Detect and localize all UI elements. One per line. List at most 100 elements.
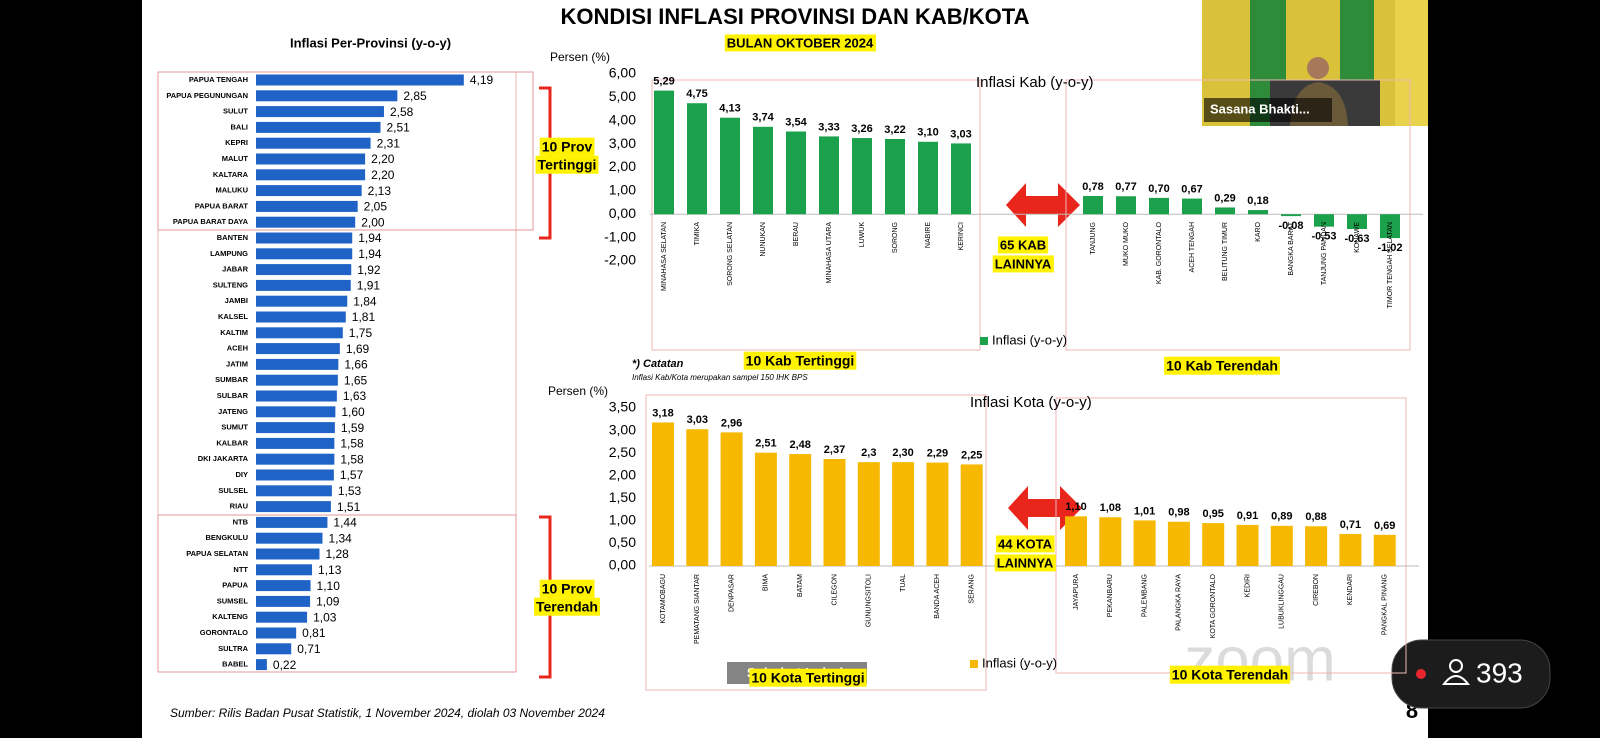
bar [852, 138, 872, 215]
data-label: 2,25 [961, 449, 982, 461]
data-label: 1,28 [325, 547, 349, 561]
y-tick-label: SULBAR [217, 391, 249, 400]
bar [256, 106, 384, 118]
bar [687, 103, 707, 215]
y-tick-label: BANTEN [217, 233, 248, 242]
x-tick-label: TIMIKA [694, 222, 701, 246]
x-tick-label: BELITUNG TIMUR [1222, 222, 1229, 281]
bar [256, 137, 371, 149]
data-label: -1,02 [1377, 242, 1402, 254]
data-label: 2,20 [371, 152, 395, 166]
bar [256, 185, 362, 197]
data-label: 1,53 [338, 484, 362, 498]
y-tick-label: ACEH [227, 344, 248, 353]
highlight [539, 137, 595, 156]
x-tick-label: PALEMBANG [1141, 574, 1148, 617]
bar [256, 406, 336, 418]
y-tick-label: MALUKU [216, 186, 249, 195]
data-label: 1,66 [344, 358, 368, 372]
frame [157, 71, 534, 231]
data-label: 2,51 [386, 121, 410, 135]
participants-button[interactable]: 393 [1391, 639, 1551, 709]
y-tick-label: 2,00 [609, 466, 636, 482]
bar [256, 659, 267, 671]
data-label: 3,22 [884, 124, 905, 136]
y-tick-label: SULTENG [213, 280, 248, 289]
bar [885, 138, 905, 215]
y-tick-label: SULSEL [218, 486, 248, 495]
data-label: 1,51 [337, 500, 361, 514]
bar [1314, 214, 1334, 227]
data-label: 2,85 [403, 89, 427, 103]
highlight [539, 579, 595, 598]
slide-subtitle: BULAN OKTOBER 2024 [727, 35, 874, 50]
bar [256, 580, 311, 592]
x-tick-label: KAB. GORONTALO [1156, 221, 1163, 284]
data-label: 2,58 [390, 105, 414, 119]
participants-count[interactable]: 393 [1476, 657, 1523, 688]
chart-title: Inflasi Per-Provinsi (y-o-y) [290, 35, 451, 50]
bar [256, 311, 346, 323]
data-label: 1,58 [340, 452, 364, 466]
x-tick-label: PEMATANG SIANTAR [694, 574, 701, 644]
panel-title: 10 Kota Terendah [1172, 667, 1288, 683]
y-tick-label: -1,00 [604, 228, 636, 244]
data-label: 0,77 [1115, 181, 1136, 193]
bar [256, 485, 332, 497]
x-tick-label: KEDIRI [1244, 574, 1251, 597]
highlight [994, 554, 1056, 572]
y-axis-label: Persen (%) [548, 384, 608, 398]
bar [1099, 517, 1122, 566]
bar [256, 564, 313, 576]
data-label: 4,19 [470, 73, 494, 87]
bar [1373, 534, 1396, 566]
y-tick-label: PAPUA SELATAN [186, 549, 248, 558]
bar [256, 501, 331, 513]
annotation: 10 Prov [542, 581, 593, 597]
bar [256, 153, 366, 165]
note-title: *) Catatan [632, 358, 684, 370]
x-tick-label: ACEH TENGAH [1189, 222, 1196, 272]
bar [256, 90, 398, 102]
data-label: 1,65 [344, 373, 368, 387]
participants-pill[interactable] [1391, 639, 1551, 709]
x-tick-label: KOTA GORONTALO [1210, 573, 1217, 638]
video-tile: Sasana Bhakti... [1202, 0, 1428, 126]
data-label: 1,01 [1134, 505, 1155, 517]
middle-note: LAINNYA [995, 256, 1052, 271]
y-tick-label: 4,00 [609, 111, 636, 127]
data-label: 1,58 [340, 437, 364, 451]
bar [652, 422, 674, 566]
bar [256, 374, 338, 386]
bar [857, 462, 880, 566]
data-label: 3,03 [950, 128, 971, 140]
video-bg [1395, 0, 1428, 126]
bar [1182, 198, 1202, 215]
bar [819, 136, 839, 215]
bar [720, 117, 740, 215]
x-tick-label: CILEGON [831, 574, 838, 606]
data-label: 5,29 [653, 76, 674, 88]
bar [1202, 523, 1225, 566]
bar [753, 126, 773, 215]
y-tick-label: GORONTALO [200, 628, 248, 637]
y-tick-label: 0,00 [609, 557, 636, 573]
data-label: 0,88 [1305, 511, 1326, 523]
frame [651, 79, 981, 351]
panel-title: 10 Kab Tertinggi [746, 353, 855, 369]
x-tick-label: MINAHASA SELATAN [661, 222, 668, 291]
data-label: 1,60 [341, 405, 365, 419]
bar [256, 216, 356, 228]
x-tick-label: MINAHASA UTARA [826, 222, 833, 284]
frame [645, 394, 987, 691]
x-tick-label: NABIRE [925, 222, 932, 248]
bar [960, 464, 983, 566]
bar [1083, 196, 1103, 215]
bar [1305, 526, 1328, 566]
middle-note: LAINNYA [997, 555, 1054, 570]
x-tick-label: BANGKA BARAT [1288, 221, 1295, 275]
bar [926, 462, 949, 566]
video-label-bg [1204, 98, 1332, 122]
bar [256, 437, 335, 449]
y-tick-label: BENGKULU [206, 533, 249, 542]
